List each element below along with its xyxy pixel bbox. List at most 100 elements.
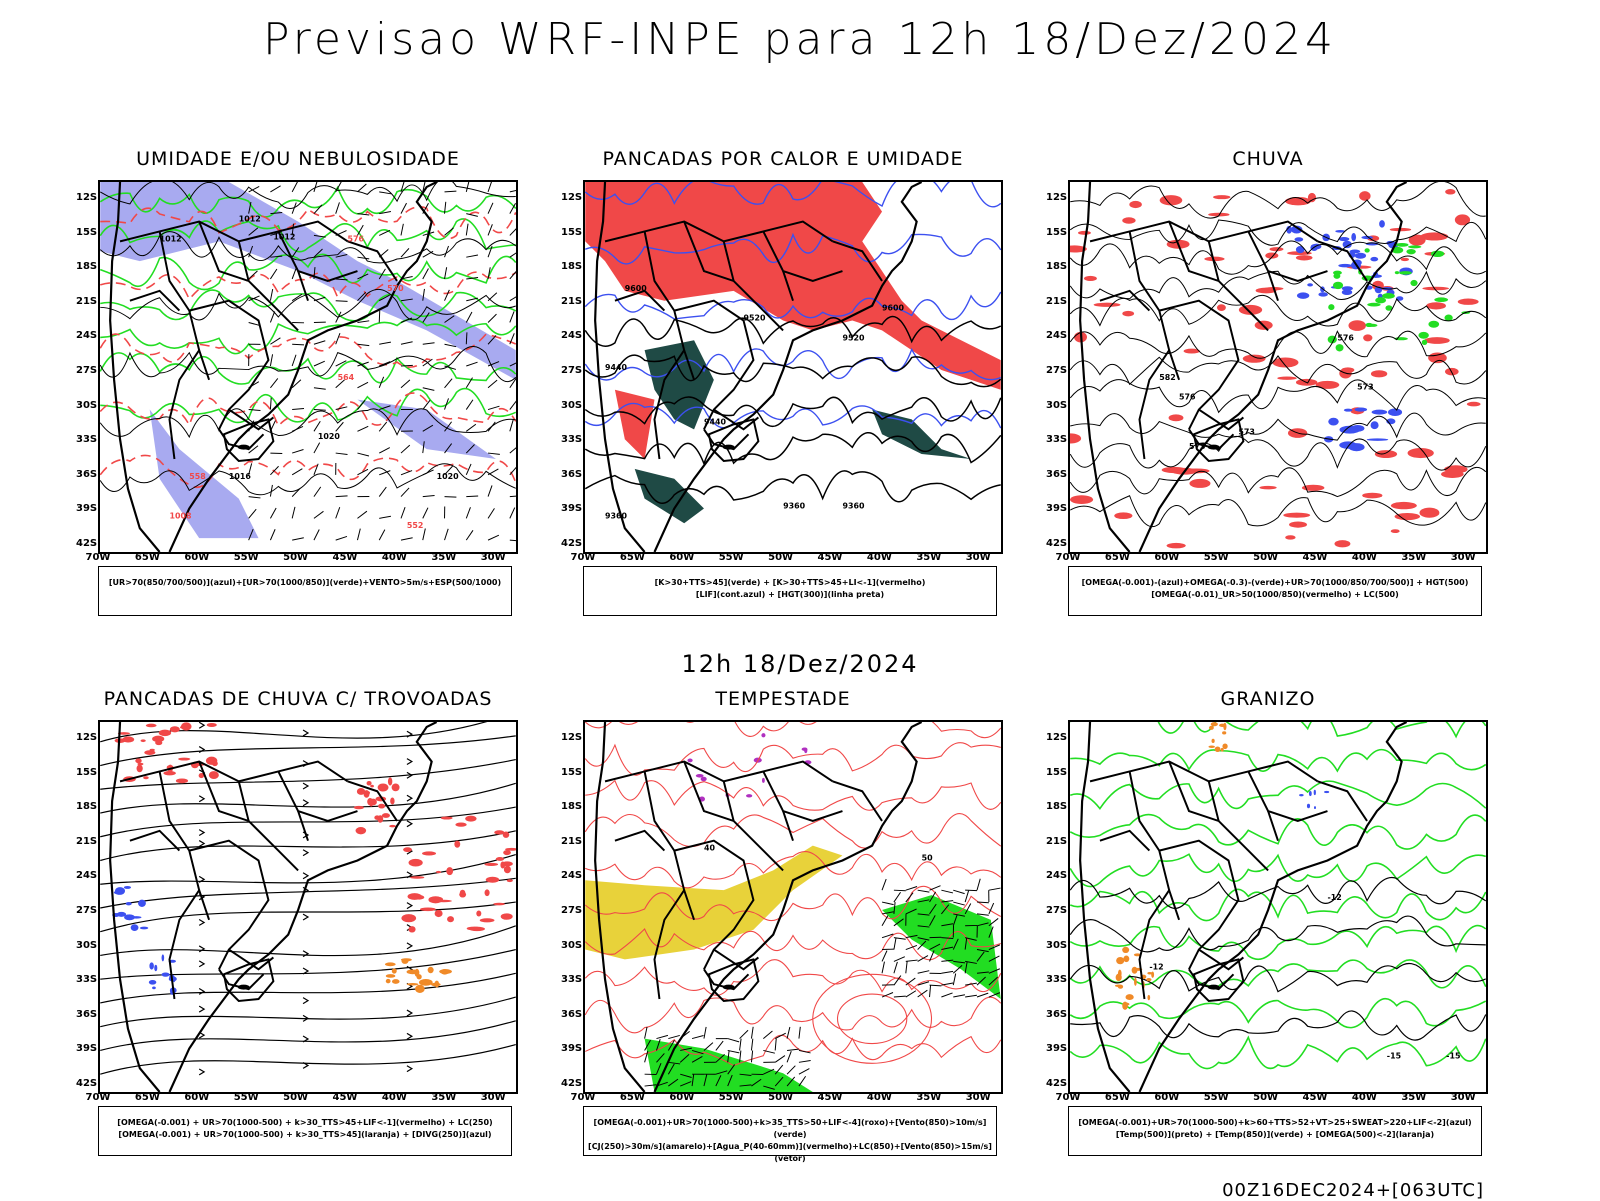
thunder-red-area [484,863,498,866]
wind-vector [445,529,449,540]
orange-area [407,983,419,986]
wind-vector [787,1027,790,1039]
thunder-red-area [422,851,436,855]
divergence-blue-area [126,902,132,905]
rain-red-area [1458,299,1479,305]
wind-vector [977,902,989,903]
contour-label: 40 [704,844,716,853]
temp850-contour [1070,889,1486,920]
stream-arrow [199,946,204,952]
orange-area [386,974,396,978]
stream-arrow [407,731,412,737]
wind-vector [270,378,277,387]
lon-tick-label: 70W [1053,552,1083,563]
lat-tick-label: 15S [561,767,581,778]
wind-vector [918,890,930,892]
wind-vector [379,530,385,540]
rain-green-area [1399,271,1412,275]
wind-vector [787,1066,795,1074]
wind-vector [488,314,496,322]
hgt500-contour [1070,413,1486,440]
lc850-contour [585,814,1001,848]
wind-vector [906,978,916,985]
divergence-blue-area [140,927,148,930]
legend-line-1: [OMEGA(-0.001)-(azul)+OMEGA(-0.3)-(verde… [1069,577,1481,589]
omega500-orange-area [1116,957,1124,964]
contour-label: 558 [189,472,206,481]
legend-line-2: [OMEGA(-0.01)_UR>50(1000/850)(vermelho) … [1069,589,1481,601]
lat-tick-label: 33S [76,434,96,445]
lat-tick-label: 30S [1046,940,1066,951]
wind-vector [488,203,493,214]
wind-vector [787,1049,799,1050]
contour-label: 1012 [160,234,182,243]
lat-tick-label: 30S [561,400,581,411]
lon-tick-label: 40W [379,1092,409,1103]
legend-line-1: [OMEGA(-0.001)+UR>70(1000-500)+k>35_TTS>… [584,1117,996,1141]
wind-vector [918,956,928,962]
rain-red-area [1445,189,1455,194]
lat-tick-label: 33S [1046,974,1066,985]
hail-blue-area [1324,791,1329,793]
rain-green-area [1333,273,1340,279]
divergence-blue-area [149,962,153,969]
rain-red-area [1243,355,1266,363]
wind-vector [906,945,917,949]
hail-blue-area [1314,806,1316,809]
rain-red-area [1395,513,1421,520]
orange-area [439,969,452,974]
stream-arrow [407,1033,412,1039]
wind-vector [292,408,304,409]
thunder-red-area [447,916,454,922]
wind-vector [488,469,498,475]
wind-vector [401,507,405,518]
temp850-contour [1070,720,1486,737]
wind-vector [292,538,304,540]
panel-title: GRANIZO [1048,688,1488,710]
lat-tick-label: 42S [76,1078,96,1089]
wind-vector [466,496,478,497]
stream-arrow [303,998,308,1004]
thunder-red-area [374,815,380,820]
pressure-contour [100,347,516,382]
lc850-contour [585,997,1001,1033]
wind-vector [751,1039,752,1051]
wind-vector [740,1030,748,1038]
thunder-red-area [356,827,367,834]
hail-blue-area [1307,804,1310,808]
wind-vector [357,469,368,475]
panel-legend: [OMEGA(-0.001) + UR>70(1000-500) + k>30_… [98,1106,512,1156]
wind-vector [763,1031,772,1039]
wind-vector [401,342,413,344]
panel-title: TEMPESTADE [563,688,1003,710]
wind-vector [314,443,320,453]
contour-label: 573 [1189,442,1206,451]
thunder-red-area [486,877,500,883]
wind-vector [401,445,410,453]
divergence-blue-area [152,986,156,989]
lat-tick-label: 33S [561,434,581,445]
rain-red-area [1424,337,1450,344]
lon-tick-label: 50W [766,1092,796,1103]
rain-green-area [1365,323,1372,327]
thunder-red-area [494,830,504,834]
legend-line-2: [CJ(250)>30m/s](amarelo)+[Agua_P(40-60mm… [584,1141,996,1165]
uruguay-border [224,419,273,461]
rain-blue-area [1297,292,1309,298]
thunder-red-area [501,913,513,919]
wind-vector [423,388,435,391]
lat-tick-label: 33S [1046,434,1066,445]
thunder-red-area [390,797,394,804]
thunder-red-area [143,776,149,779]
wind-vector [401,224,403,236]
wind-vector [249,509,257,518]
wind-vector [510,540,518,541]
thunder-red-area [504,866,511,874]
rain-green-area [1408,245,1421,248]
rain-red-area [1289,521,1307,527]
rain-green-area [1382,293,1395,299]
wind-vector [488,535,499,540]
thunder-red-area [502,861,513,866]
